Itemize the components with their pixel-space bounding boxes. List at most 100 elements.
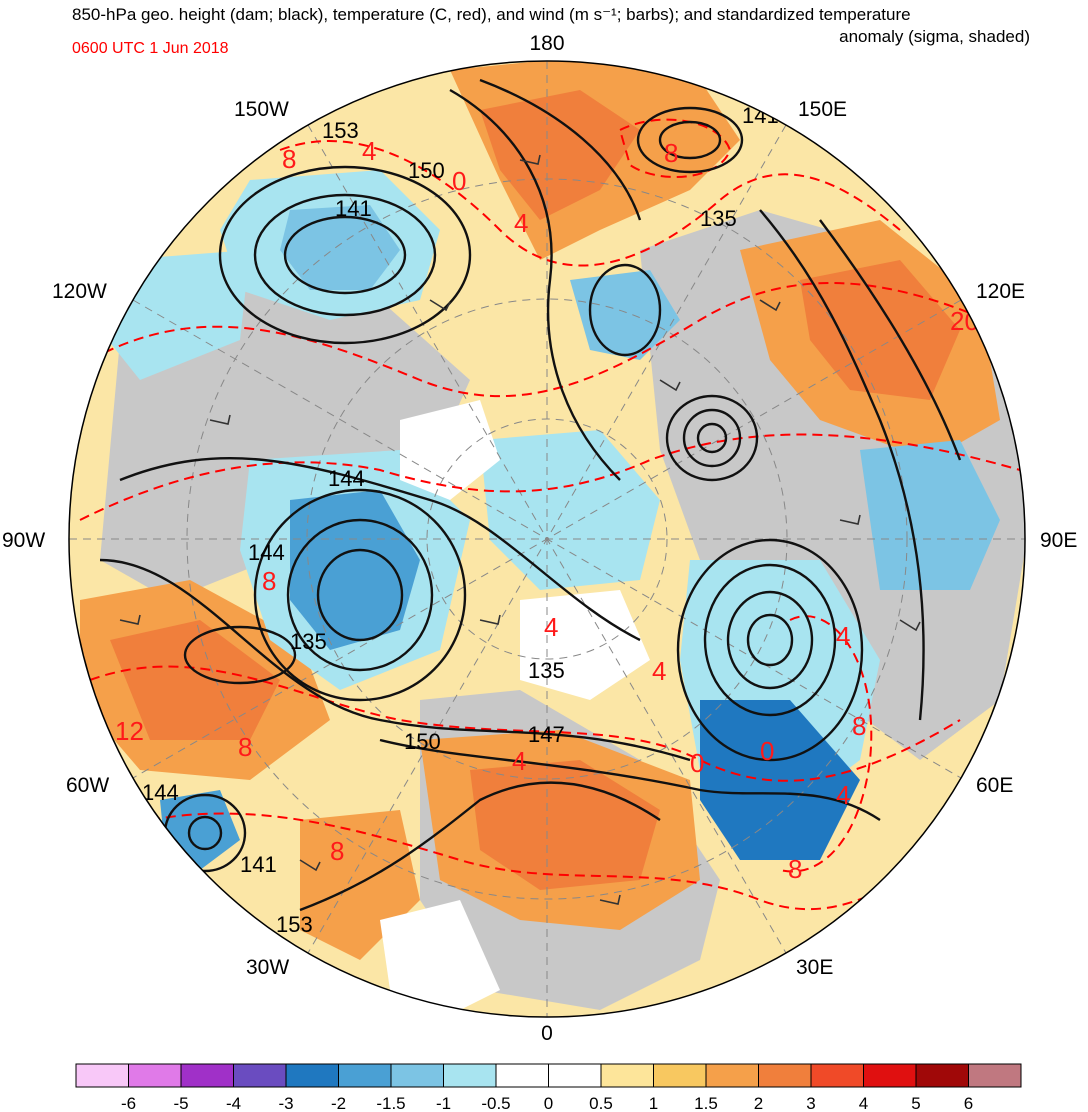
temperature-label: 8 <box>330 836 344 866</box>
height-contour <box>316 548 404 642</box>
height-contour <box>253 193 437 317</box>
lon-label-150e: 150E <box>798 98 847 121</box>
height-label: 144 <box>248 540 285 565</box>
colorbar-swatch <box>75 1063 129 1088</box>
height-labels: 153 150 141 135 141 144 144 135 135 150 … <box>142 103 779 937</box>
colorbar-tick-label: 5 <box>911 1094 920 1112</box>
temperature-label: 8 <box>664 138 678 168</box>
temperature-label: 8 <box>852 711 866 741</box>
title-line-2: anomaly (sigma, shaded) <box>839 27 1030 46</box>
colorbar-swatch <box>180 1063 234 1088</box>
height-label: 135 <box>290 629 327 654</box>
latitude-circle <box>306 298 788 780</box>
colorbar-swatch <box>653 1063 707 1088</box>
colorbar-swatch <box>443 1063 497 1088</box>
colorbar-swatch <box>390 1063 444 1088</box>
height-contour <box>253 488 467 702</box>
height-contour <box>746 613 794 667</box>
colorbar-tick-label: 4 <box>859 1094 868 1112</box>
wind-barb <box>599 894 621 905</box>
lon-label-30w: 30W <box>246 956 289 979</box>
colorbar-tick-label: -5 <box>173 1094 188 1112</box>
height-contour <box>299 781 661 912</box>
height-contour <box>187 815 223 851</box>
temperature-label: 8 <box>262 566 276 596</box>
height-label: 141 <box>742 103 779 128</box>
height-label: 153 <box>276 912 313 937</box>
temperature-label: 8 <box>238 732 252 762</box>
wind-barb <box>299 859 321 872</box>
temperature-label: 0 <box>452 166 466 196</box>
temperature-label: 0 <box>690 748 704 778</box>
meridian-line <box>132 299 962 779</box>
lon-label-90w: 90W <box>2 529 45 552</box>
temperature-label: 4 <box>544 612 558 642</box>
warm-anomaly-area <box>480 90 640 220</box>
colorbar-swatch <box>863 1063 917 1088</box>
lon-label-0: 0 <box>541 1022 553 1045</box>
colorbar-swatch <box>758 1063 812 1088</box>
colorbar-tick-label: 0 <box>544 1094 553 1112</box>
wind-barb <box>759 299 781 312</box>
height-contour <box>588 263 662 357</box>
colorbar-swatch <box>810 1063 864 1088</box>
chart-title: 850-hPa geo. height (dam; black), temper… <box>72 4 1072 48</box>
lon-label-60w: 60W <box>66 774 109 797</box>
height-contour <box>449 88 621 481</box>
height-label: 153 <box>322 118 359 143</box>
height-contour <box>379 738 881 821</box>
wind-barb <box>519 154 541 165</box>
wind-barb <box>429 299 451 312</box>
height-label: 144 <box>328 466 365 491</box>
height-contour <box>759 209 925 721</box>
colorbar-swatch <box>338 1063 392 1088</box>
temperature-label: 4 <box>362 136 376 166</box>
colorbar-tick-label: 1 <box>649 1094 658 1112</box>
height-contour <box>665 394 759 482</box>
height-label: 147 <box>528 722 565 747</box>
warm-anomaly-area <box>800 260 960 400</box>
cold-anomaly-area <box>480 430 660 590</box>
temperature-contour <box>149 812 961 911</box>
map-disc: 153 150 141 135 141 144 144 135 135 150 … <box>69 61 1025 1017</box>
height-contour <box>726 590 814 690</box>
lon-label-120w: 120W <box>52 280 107 303</box>
colorbar-tick-label: -1.5 <box>376 1094 405 1112</box>
title-line-1: 850-hPa geo. height (dam; black), temper… <box>72 5 911 24</box>
height-contour <box>183 625 297 685</box>
neutral-anomaly-area <box>380 900 500 1017</box>
temperature-label: 4 <box>836 780 850 810</box>
colorbar: -6 -5 -4 -3 -2 -1.5 -1 -0.5 0 0.5 1 1.5 2 3 4 5 6 <box>75 1063 1022 1112</box>
height-contour <box>682 408 742 468</box>
height-contour <box>119 457 641 642</box>
temperature-labels: 8 4 0 4 8 20 8 4 4 4 0 8 12 8 8 4 8 4 0 <box>115 136 979 884</box>
height-label: 150 <box>404 729 441 754</box>
longitude-labels: 180 150E 120E 90E 60E 30E 0 30W 60W 90W … <box>2 32 1077 1045</box>
latitude-circle <box>186 178 908 900</box>
temperature-label: 4 <box>652 656 666 686</box>
colorbar-swatch <box>600 1063 654 1088</box>
height-contour <box>703 563 837 717</box>
colorbar-swatch <box>705 1063 759 1088</box>
temperature-label: 4 <box>512 746 526 776</box>
wind-barb <box>659 379 681 392</box>
colorbar-swatch <box>915 1063 969 1088</box>
neutral-anomaly-area <box>400 400 500 500</box>
cold-anomaly-area <box>860 440 1000 590</box>
temperature-label: 4 <box>514 208 528 238</box>
wind-barb <box>149 219 171 232</box>
wind-barb <box>479 614 501 625</box>
colorbar-tick-label: 0.5 <box>589 1094 613 1112</box>
temperature-contour <box>89 665 961 782</box>
lon-label-150w: 150W <box>234 98 289 121</box>
height-contour <box>218 165 472 345</box>
colorbar-tick-label: -1 <box>436 1094 451 1112</box>
temperature-label: 8 <box>282 144 296 174</box>
height-label: 150 <box>408 158 445 183</box>
temperature-label: 12 <box>115 716 144 746</box>
height-contour <box>286 518 434 672</box>
valid-time: 0600 UTC 1 Jun 2018 <box>72 40 229 57</box>
colorbar-swatch <box>285 1063 339 1088</box>
height-contour <box>99 558 691 762</box>
height-contour <box>658 120 722 160</box>
